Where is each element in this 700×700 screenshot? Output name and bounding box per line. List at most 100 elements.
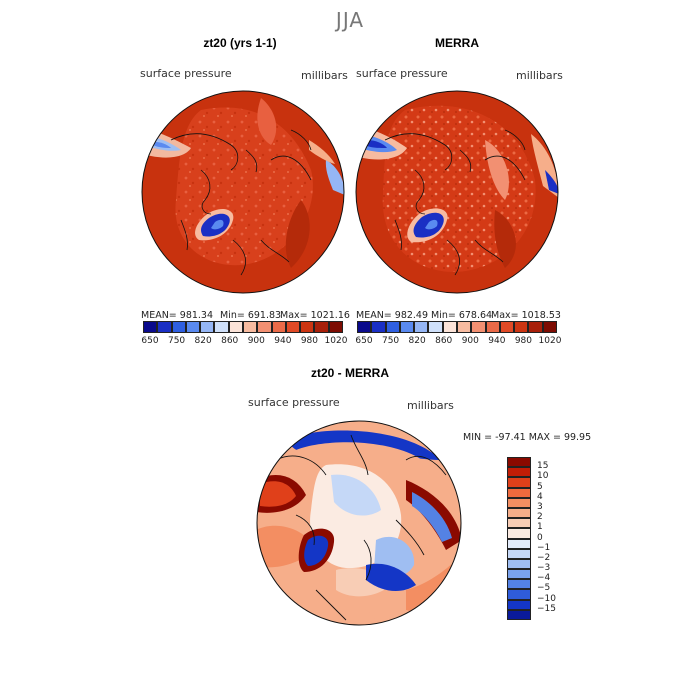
colorbar-swatch <box>507 609 531 620</box>
colorbar-swatch <box>528 321 543 333</box>
colorbar-tick-label: 820 <box>194 336 212 346</box>
colorbar-swatch <box>507 507 531 519</box>
colorbar-tick-label: 1020 <box>538 336 562 346</box>
colorbar-swatch <box>507 467 531 478</box>
colorbar-level-label: 0 <box>537 532 543 543</box>
colorbar-tick-label: 650 <box>141 336 159 346</box>
colorbar-swatch <box>285 321 301 333</box>
colorbar-level-label: 15 <box>537 461 549 472</box>
colorbar-swatch <box>485 321 500 333</box>
diff-panel-minmax: MIN = -97.41 MAX = 99.95 <box>463 432 592 443</box>
colorbar-swatch <box>243 321 258 333</box>
panel-2-mean: MEAN= 982.49 <box>356 310 429 321</box>
colorbar-swatch <box>228 321 243 333</box>
colorbar-tick-label: 820 <box>408 336 426 346</box>
colorbar-swatch <box>507 558 531 570</box>
colorbar-swatch <box>314 321 329 333</box>
panel-2-title: MERRA <box>435 36 479 50</box>
panel-1-polar-map <box>141 90 345 294</box>
colorbar-level-label: −4 <box>537 573 551 584</box>
panel-1-max: Max= 1021.16 <box>280 310 350 321</box>
diff-panel-title: zt20 - MERRA <box>310 366 389 380</box>
colorbar-level-label: 1 <box>537 522 543 533</box>
colorbar-swatch <box>357 321 372 333</box>
colorbar-swatch <box>507 538 531 549</box>
panel-2-min: Min= 678.64 <box>431 310 493 321</box>
colorbar-tick-label: 860 <box>435 336 453 346</box>
colorbar-swatch <box>507 518 531 529</box>
season-title: JJA <box>335 8 365 32</box>
colorbar-tick-label: 860 <box>221 336 239 346</box>
colorbar-tick-label: 980 <box>300 336 319 346</box>
colorbar-level-label: −5 <box>537 583 551 594</box>
colorbar-swatch <box>399 321 415 333</box>
colorbar-swatch <box>442 321 457 333</box>
colorbar-swatch <box>157 321 172 333</box>
panel-1-min: Min= 691.83 <box>220 310 282 321</box>
panel-1-colorbar <box>143 321 343 333</box>
panel-1-mean: MEAN= 981.34 <box>141 310 214 321</box>
colorbar-swatch <box>428 321 443 333</box>
colorbar-tick-label: 750 <box>381 336 400 346</box>
colorbar-level-label: −15 <box>537 603 556 614</box>
panel-2-units-label: millibars <box>516 69 563 82</box>
colorbar-swatch <box>507 528 531 539</box>
colorbar-tick-label: 940 <box>488 336 506 346</box>
colorbar-swatch <box>507 457 531 468</box>
colorbar-swatch <box>171 321 186 333</box>
panel-2-polar-map <box>355 90 559 294</box>
colorbar-tick-label: 980 <box>514 336 533 346</box>
colorbar-tick-label: 900 <box>247 336 265 346</box>
colorbar-swatch <box>457 321 472 333</box>
colorbar-swatch <box>514 321 529 333</box>
colorbar-level-label: −10 <box>537 593 556 604</box>
colorbar-swatch <box>507 477 531 488</box>
panel-2-colorbar <box>357 321 557 333</box>
colorbar-tick-label: 750 <box>167 336 186 346</box>
panel-1-colorbar-ticks: 650 750 820 860 900 940 980 1020 <box>141 336 347 348</box>
colorbar-swatch <box>371 321 386 333</box>
colorbar-tick-label: 940 <box>274 336 292 346</box>
colorbar-level-label: −3 <box>537 563 551 574</box>
diff-panel-colorbar <box>507 457 531 620</box>
panel-2-max: Max= 1018.53 <box>491 310 561 321</box>
colorbar-tick-label: 900 <box>461 336 479 346</box>
diff-panel-units-label: millibars <box>407 399 454 412</box>
panel-1-title: zt20 (yrs 1-1) <box>203 36 277 50</box>
colorbar-swatch <box>507 589 531 600</box>
colorbar-level-label: 5 <box>537 481 543 492</box>
colorbar-swatch <box>328 321 343 333</box>
colorbar-level-label: 10 <box>537 471 549 482</box>
colorbar-swatch <box>214 321 229 333</box>
panel-1-units-label: millibars <box>301 69 348 82</box>
colorbar-swatch <box>271 321 286 333</box>
colorbar-swatch <box>507 569 531 580</box>
panel-1-field-label: surface pressure <box>140 67 232 80</box>
colorbar-level-label: 2 <box>537 512 543 523</box>
colorbar-swatch <box>542 321 557 333</box>
colorbar-swatch <box>414 321 429 333</box>
colorbar-level-label: −1 <box>537 542 551 553</box>
colorbar-swatch <box>507 548 531 559</box>
diff-panel-colorbar-labels: 15 10 5 4 3 2 1 0 −1 −2 −3 −4 −5 −10 −15 <box>537 457 567 620</box>
colorbar-level-label: −2 <box>537 552 551 563</box>
colorbar-swatch <box>300 321 315 333</box>
colorbar-level-label: 3 <box>537 501 543 512</box>
panel-2-field-label: surface pressure <box>356 67 448 80</box>
colorbar-tick-label: 650 <box>355 336 373 346</box>
colorbar-swatch <box>185 321 201 333</box>
colorbar-swatch <box>143 321 158 333</box>
colorbar-swatch <box>499 321 515 333</box>
colorbar-swatch <box>200 321 215 333</box>
panel-2-colorbar-ticks: 650 750 820 860 900 940 980 1020 <box>355 336 561 348</box>
diff-panel-polar-map <box>256 420 462 626</box>
colorbar-swatch <box>507 487 531 498</box>
colorbar-swatch <box>507 497 531 508</box>
colorbar-level-label: 4 <box>537 491 543 502</box>
colorbar-tick-label: 1020 <box>324 336 348 346</box>
colorbar-swatch <box>507 599 531 610</box>
colorbar-swatch <box>471 321 486 333</box>
colorbar-swatch <box>507 579 531 590</box>
colorbar-swatch <box>257 321 272 333</box>
colorbar-swatch <box>385 321 400 333</box>
